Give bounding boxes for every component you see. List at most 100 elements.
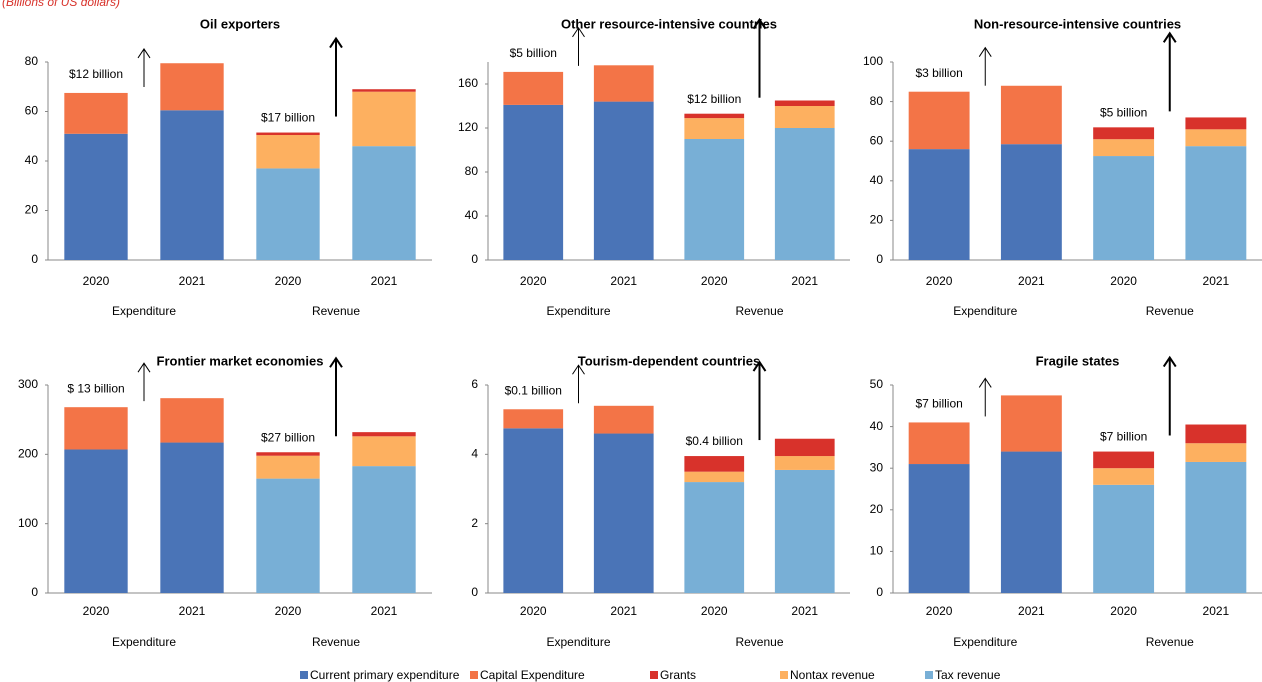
bar-segment — [352, 432, 416, 437]
y-tick-label: 0 — [471, 252, 478, 266]
y-tick-label: 100 — [18, 516, 38, 530]
bar-segment — [1093, 484, 1155, 593]
x-tick-label: 2020 — [520, 274, 547, 288]
x-tick-label: 2020 — [275, 274, 302, 288]
x-tick-label: 2021 — [791, 604, 818, 618]
y-tick-label: 50 — [870, 377, 884, 391]
bar-segment — [593, 433, 654, 593]
bar-segment — [774, 128, 835, 260]
y-tick-label: 160 — [458, 76, 478, 90]
bar-segment — [908, 422, 970, 465]
arrow-head — [137, 48, 151, 59]
annotation: $7 billion — [1100, 430, 1147, 444]
legend-swatch — [780, 671, 788, 679]
bar-segment — [774, 100, 835, 106]
group-label: Expenditure — [953, 304, 1017, 318]
legend-label: Grants — [660, 668, 696, 682]
y-tick-label: 0 — [31, 585, 38, 599]
y-tick-label: 300 — [18, 377, 38, 391]
bar-segment — [160, 63, 224, 111]
annotation: $5 billion — [1100, 106, 1147, 120]
legend-swatch — [925, 671, 933, 679]
panel-title: Non-resource-intensive countries — [974, 16, 1181, 31]
arrow-head — [329, 356, 343, 368]
y-tick-label: 40 — [465, 208, 479, 222]
annotation: $7 billion — [915, 397, 962, 411]
arrow-head — [137, 362, 151, 373]
bar-segment — [256, 455, 320, 479]
bar-segment — [352, 146, 416, 260]
bar-segment — [1093, 156, 1155, 260]
y-tick-label: 2 — [471, 516, 478, 530]
panel-title: Fragile states — [1036, 353, 1120, 368]
legend-swatch — [470, 671, 478, 679]
bar-segment — [256, 452, 320, 456]
bar-segment — [593, 101, 654, 260]
y-tick-label: 6 — [471, 377, 478, 391]
bar-segment — [684, 471, 745, 483]
annotation: $12 billion — [687, 92, 741, 106]
bar-segment — [64, 92, 128, 134]
y-tick-label: 120 — [458, 120, 478, 134]
bar-segment — [160, 442, 224, 593]
bar-segment — [64, 449, 128, 593]
y-tick-label: 0 — [876, 585, 883, 599]
group-label: Expenditure — [953, 635, 1017, 649]
x-tick-label: 2021 — [179, 604, 206, 618]
bar-segment — [1185, 443, 1247, 462]
group-label: Revenue — [312, 304, 360, 318]
bar-segment — [1093, 139, 1155, 157]
panel-title: Tourism-dependent countries — [578, 353, 761, 368]
y-tick-label: 40 — [25, 153, 39, 167]
bar-segment — [1185, 461, 1247, 593]
bar-segment — [908, 149, 970, 260]
bar-segment — [160, 398, 224, 443]
legend-label: Capital Expenditure — [480, 668, 585, 682]
bar-segment — [1185, 117, 1247, 130]
x-tick-label: 2020 — [926, 604, 953, 618]
legend-label: Tax revenue — [935, 668, 1001, 682]
legend-swatch — [650, 671, 658, 679]
bar-segment — [1185, 424, 1247, 444]
arrow-head — [978, 377, 992, 388]
bar-segment — [774, 469, 835, 593]
y-tick-label: 0 — [876, 252, 883, 266]
arrow-head — [572, 26, 585, 38]
y-tick-label: 30 — [870, 460, 884, 474]
arrow-head — [1162, 31, 1177, 43]
annotation: $3 billion — [915, 66, 962, 80]
y-tick-label: 20 — [25, 203, 39, 217]
group-label: Expenditure — [112, 304, 176, 318]
bar-segment — [503, 104, 564, 261]
bar-segment — [1185, 129, 1247, 147]
bar-segment — [774, 106, 835, 128]
bar-segment — [908, 91, 970, 150]
y-tick-label: 40 — [870, 419, 884, 433]
annotation: $5 billion — [510, 46, 557, 60]
bar-segment — [503, 428, 564, 593]
panel-title: Frontier market economies — [157, 353, 324, 368]
x-tick-label: 2020 — [83, 604, 110, 618]
bar-segment — [256, 135, 320, 169]
y-tick-label: 10 — [870, 544, 884, 558]
y-tick-label: 80 — [870, 94, 884, 108]
group-label: Revenue — [1146, 635, 1194, 649]
legend-label: Current primary expenditure — [310, 668, 460, 682]
legend-swatch — [300, 671, 308, 679]
bar-segment — [64, 133, 128, 260]
group-label: Revenue — [735, 304, 783, 318]
annotation: $0.1 billion — [505, 383, 562, 397]
bar-segment — [774, 438, 835, 457]
bar-segment — [593, 405, 654, 434]
bar-segment — [684, 482, 745, 593]
legend-label: Nontax revenue — [790, 668, 875, 682]
y-tick-label: 20 — [870, 502, 884, 516]
x-tick-label: 2021 — [371, 274, 398, 288]
x-tick-label: 2020 — [520, 604, 547, 618]
y-tick-label: 20 — [870, 213, 884, 227]
x-tick-label: 2021 — [1018, 274, 1045, 288]
y-tick-label: 100 — [863, 54, 883, 68]
group-label: Revenue — [312, 635, 360, 649]
y-tick-label: 60 — [870, 133, 884, 147]
